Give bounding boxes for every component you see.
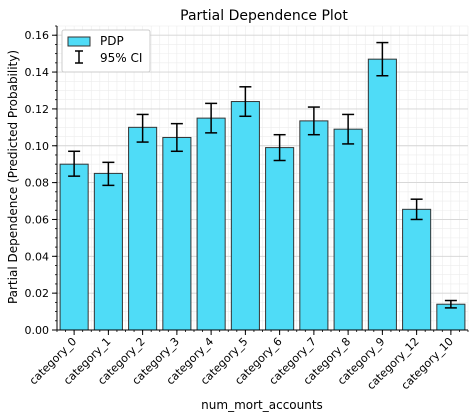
bar-category_0 bbox=[60, 164, 88, 330]
bar-category_2 bbox=[129, 127, 157, 330]
bar-category_7 bbox=[300, 121, 328, 330]
y-ticks-group: 0.00 0.02 0.04 0.06 0.08 0.10 0.12 0.14 0.16 bbox=[25, 26, 58, 337]
bar-category_3 bbox=[163, 137, 191, 330]
x-axis-label: num_mort_accounts bbox=[201, 398, 323, 412]
bar-category_6 bbox=[266, 148, 294, 330]
legend-ci-label: 95% CI bbox=[100, 51, 142, 65]
chart-title: Partial Dependence Plot bbox=[180, 8, 348, 24]
y-tick-label: 0.06 bbox=[25, 213, 50, 226]
y-tick-label: 0.16 bbox=[25, 29, 50, 42]
bar-category_9 bbox=[368, 59, 396, 330]
bar-category_12 bbox=[403, 209, 431, 330]
bar-category_5 bbox=[231, 102, 259, 330]
y-tick-label: 0.12 bbox=[25, 103, 50, 116]
y-tick-label: 0.02 bbox=[25, 287, 50, 300]
legend-pdp-label: PDP bbox=[100, 34, 124, 48]
y-axis-label: Partial Dependence (Predicted Probabilit… bbox=[6, 50, 20, 304]
y-tick-label: 0.14 bbox=[25, 66, 50, 79]
y-tick-label: 0.04 bbox=[25, 250, 50, 263]
legend-pdp-swatch bbox=[68, 37, 90, 46]
bar-category_4 bbox=[197, 118, 225, 330]
legend: PDP 95% CI bbox=[62, 30, 150, 72]
y-tick-label: 0.10 bbox=[25, 140, 50, 153]
y-tick-label: 0.08 bbox=[25, 177, 50, 190]
bar-category_1 bbox=[94, 173, 122, 330]
x-ticks-group: category_0category_1category_2category_3… bbox=[27, 330, 468, 392]
bar-category_8 bbox=[334, 129, 362, 330]
y-tick-label: 0.00 bbox=[25, 324, 50, 337]
